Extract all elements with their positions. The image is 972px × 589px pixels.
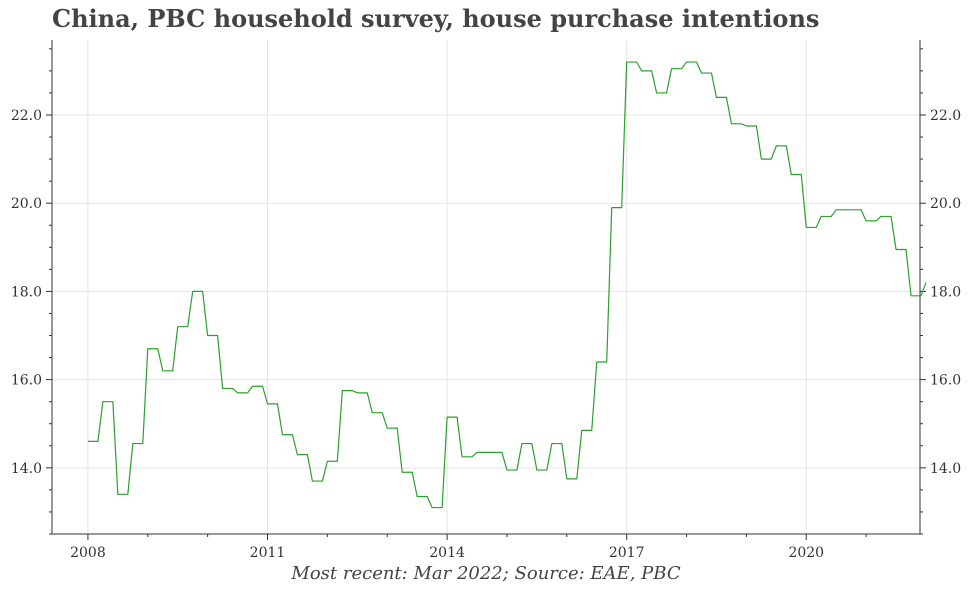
data-point bbox=[237, 392, 238, 393]
y-tick-label-left: 22.0 bbox=[11, 108, 42, 124]
data-point bbox=[851, 209, 852, 210]
data-point bbox=[87, 441, 88, 442]
y-tick-label-right: 16.0 bbox=[930, 373, 961, 389]
data-point bbox=[147, 348, 148, 349]
data-point bbox=[387, 428, 388, 429]
y-tick-label-left: 14.0 bbox=[11, 461, 42, 477]
data-point bbox=[925, 282, 926, 283]
data-point bbox=[117, 494, 118, 495]
y-tick-label-left: 18.0 bbox=[11, 284, 42, 300]
data-point bbox=[297, 454, 298, 455]
data-point bbox=[476, 452, 477, 453]
data-point bbox=[581, 430, 582, 431]
data-point bbox=[207, 335, 208, 336]
data-point bbox=[282, 434, 283, 435]
axes-frame bbox=[51, 40, 921, 535]
data-point bbox=[357, 392, 358, 393]
data-point bbox=[806, 227, 807, 228]
y-tick-label-right: 22.0 bbox=[930, 108, 961, 124]
data-point bbox=[432, 507, 433, 508]
data-point bbox=[746, 125, 747, 126]
y-tick-label-right: 20.0 bbox=[930, 196, 961, 212]
data-point bbox=[327, 461, 328, 462]
data-point bbox=[596, 361, 597, 362]
data-point bbox=[611, 207, 612, 208]
data-point bbox=[267, 403, 268, 404]
data-point bbox=[880, 216, 881, 217]
data-point bbox=[342, 390, 343, 391]
data-point bbox=[132, 443, 133, 444]
x-tick-label: 2008 bbox=[70, 545, 106, 561]
data-point bbox=[177, 326, 178, 327]
data-point bbox=[791, 174, 792, 175]
x-tick-label: 2014 bbox=[429, 545, 465, 561]
data-point bbox=[701, 72, 702, 73]
chart-title: China, PBC household survey, house purch… bbox=[52, 4, 820, 33]
data-point bbox=[776, 145, 777, 146]
x-tick-label: 2017 bbox=[609, 545, 645, 561]
data-point bbox=[671, 68, 672, 69]
data-point bbox=[402, 472, 403, 473]
data-point bbox=[417, 496, 418, 497]
data-point bbox=[626, 61, 627, 62]
data-point bbox=[222, 388, 223, 389]
axis-ticks bbox=[46, 48, 926, 540]
y-tick-label-right: 18.0 bbox=[930, 284, 961, 300]
series-line bbox=[87, 61, 927, 509]
data-point bbox=[686, 61, 687, 62]
data-point bbox=[866, 220, 867, 221]
data-point bbox=[731, 123, 732, 124]
data-point bbox=[446, 417, 447, 418]
data-point bbox=[162, 370, 163, 371]
data-point bbox=[761, 158, 762, 159]
data-point bbox=[566, 478, 567, 479]
data-point bbox=[521, 443, 522, 444]
data-point bbox=[895, 249, 896, 250]
tick-labels: 14.0 14.0 16.0 16.0 18.0 18.0 20.0 20.0 22.0 22.0… bbox=[11, 108, 961, 561]
data-point bbox=[252, 386, 253, 387]
x-tick-label: 2011 bbox=[250, 545, 286, 561]
data-point bbox=[656, 92, 657, 93]
data-point bbox=[551, 443, 552, 444]
x-tick-label: 2020 bbox=[788, 545, 824, 561]
data-point bbox=[836, 209, 837, 210]
data-point bbox=[821, 216, 822, 217]
gridlines bbox=[52, 40, 920, 534]
data-point bbox=[716, 97, 717, 98]
y-tick-label-left: 20.0 bbox=[11, 196, 42, 212]
data-point bbox=[461, 456, 462, 457]
data-point bbox=[192, 291, 193, 292]
data-point bbox=[910, 295, 911, 296]
data-point bbox=[491, 452, 492, 453]
data-point bbox=[312, 480, 313, 481]
y-tick-label-left: 16.0 bbox=[11, 373, 42, 389]
series-group bbox=[87, 61, 927, 509]
data-point bbox=[506, 469, 507, 470]
data-point bbox=[372, 412, 373, 413]
data-point bbox=[641, 70, 642, 71]
source-footnote: Most recent: Mar 2022; Source: EAE, PBC bbox=[291, 563, 681, 584]
data-point bbox=[102, 401, 103, 402]
data-point bbox=[536, 469, 537, 470]
y-tick-label-right: 14.0 bbox=[930, 461, 961, 477]
